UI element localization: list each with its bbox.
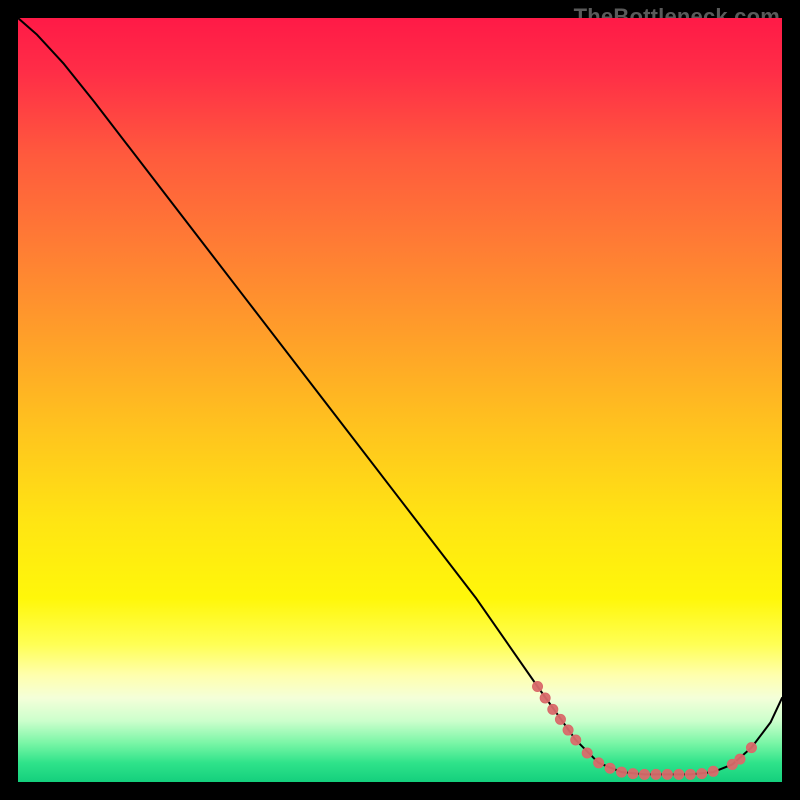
data-marker	[628, 769, 638, 779]
data-marker	[662, 769, 672, 779]
chart-frame: TheBottleneck.com	[0, 0, 800, 800]
data-marker	[746, 743, 756, 753]
data-marker	[685, 769, 695, 779]
data-marker	[605, 763, 615, 773]
data-marker	[639, 769, 649, 779]
data-marker	[651, 769, 661, 779]
data-marker	[708, 766, 718, 776]
data-markers	[533, 682, 757, 780]
data-marker	[555, 714, 565, 724]
data-marker	[533, 682, 543, 692]
data-marker	[548, 704, 558, 714]
data-marker	[582, 748, 592, 758]
bottleneck-curve	[18, 18, 782, 774]
data-marker	[674, 769, 684, 779]
data-marker	[571, 735, 581, 745]
data-marker	[617, 767, 627, 777]
plot-area: TheBottleneck.com	[18, 18, 782, 782]
curve-layer	[18, 18, 782, 782]
data-marker	[540, 693, 550, 703]
data-marker	[697, 769, 707, 779]
data-marker	[735, 754, 745, 764]
data-marker	[563, 725, 573, 735]
data-marker	[594, 758, 604, 768]
